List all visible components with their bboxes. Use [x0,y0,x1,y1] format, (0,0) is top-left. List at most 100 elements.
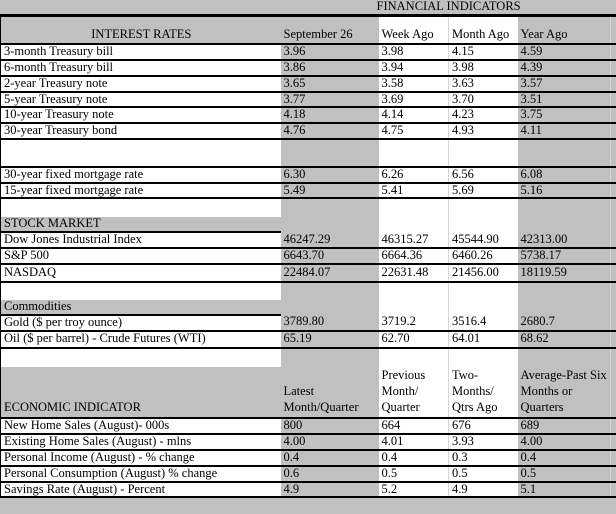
empty-cell [378,198,449,218]
spacer-cell [609,138,616,168]
cell-value: 3516.4 [448,314,518,332]
empty-cell [0,347,281,367]
cell-value: 4.9 [448,481,518,499]
cell-value: 6460.26 [448,247,518,265]
cell-value: 22631.48 [378,263,449,283]
cell-value: 3.51 [517,91,611,109]
empty-cell [517,217,611,232]
cell-value: 4.11 [517,123,611,140]
cell-value: 3.86 [280,60,379,77]
spacer-cell [609,418,616,436]
cell-value: 3.58 [378,75,449,93]
spacer-cell [609,107,616,124]
cell-value: 0.6 [280,465,379,483]
cell-value: 3719.2 [378,314,449,332]
interest-rates-header-row: INTEREST RATES September 26 Week Ago Mon… [0,15,616,46]
cell-value: 68.62 [517,330,611,349]
table-row: S&P 500 6643.70 6664.36 6460.26 5738.17 [0,247,616,265]
cell-value: 6.56 [448,166,518,184]
row-label: Existing Home Sales (August) - mlns [0,434,281,451]
cell-value: 65.19 [280,330,379,349]
column-header-year-ago: Year Ago [517,15,611,46]
cell-value: 0.5 [448,465,518,483]
cell-value: 64.01 [448,330,518,349]
cell-value: 0.5 [378,465,449,483]
cell-value: 62.70 [378,330,449,349]
row-label: 30-year fixed mortgage rate [0,166,281,184]
cell-value: 18119.59 [517,263,611,283]
column-header-average: Average-Past Six Months or Quarters [517,366,611,420]
spacer-cell [609,247,616,265]
row-label: 3-month Treasury bill [0,44,281,61]
cell-value: 46315.27 [378,232,449,249]
table-row: Dow Jones Industrial Index 46247.29 4631… [0,232,616,249]
cell-value: 664 [378,418,449,436]
cell-value: 3.96 [280,44,379,61]
empty-cell [378,347,449,367]
section-label-economic-indicator: ECONOMIC INDICATOR [0,366,281,420]
cell-value: 4.75 [378,123,449,140]
column-header-two-months: Two- Months/ Qtrs Ago [448,366,518,420]
spacer-cell [609,450,616,467]
spacer-cell [609,182,616,200]
spacer-cell [609,347,616,367]
table-row: New Home Sales (August)- 000s 800 664 67… [0,418,616,436]
spacer-cell [609,198,616,218]
cell-value: 800 [280,418,379,436]
empty-cell [280,281,379,300]
row-label: 30-year Treasury bond [0,123,281,140]
cell-value: 3789.80 [280,314,379,332]
cell-value: 4.01 [378,434,449,451]
cell-value: 0.4 [517,450,611,467]
row-label: Personal Income (August) - % change [0,450,281,467]
row-label: 10-year Treasury note [0,107,281,124]
table-row: Oil ($ per barrel) - Crude Futures (WTI)… [0,330,616,349]
empty-cell [280,198,379,218]
cell-value: 21456.00 [448,263,518,283]
table-row: 2-year Treasury note 3.65 3.58 3.63 3.57 [0,75,616,93]
spacer-cell [609,263,616,283]
cell-value: 0.4 [378,450,449,467]
spacer-cell [609,166,616,184]
economic-indicator-header-row: ECONOMIC INDICATOR Latest Month/Quarter … [0,366,616,420]
cell-value: 22484.07 [280,263,379,283]
table-row: 6-month Treasury bill 3.86 3.94 3.98 4.3… [0,60,616,77]
cell-value: 3.69 [378,91,449,109]
row-label: Dow Jones Industrial Index [0,232,281,249]
cell-value: 3.94 [378,60,449,77]
row-label: 6-month Treasury bill [0,60,281,77]
spacer-cell [609,75,616,93]
column-header-month-ago: Month Ago [448,15,518,46]
empty-cell [517,281,611,300]
section-label-interest-rates: INTEREST RATES [0,15,281,46]
cell-value: 5738.17 [517,247,611,265]
spacer-cell [609,60,616,77]
empty-cell [0,138,281,168]
empty-cell [280,347,379,367]
cell-value: 5.2 [378,481,449,499]
row-label: 5-year Treasury note [0,91,281,109]
cell-value: 4.00 [517,434,611,451]
empty-cell [448,217,518,232]
row-label: S&P 500 [0,247,281,265]
spacer-cell [609,15,616,46]
table-row: Savings Rate (August) - Percent 4.9 5.2 … [0,481,616,499]
spacer-cell [609,330,616,349]
empty-cell [448,281,518,300]
cell-value: 4.76 [280,123,379,140]
cell-value: 3.98 [448,60,518,77]
row-label: Personal Consumption (August) % change [0,465,281,483]
cell-value: 46247.29 [280,232,379,249]
table-row: 5-year Treasury note 3.77 3.69 3.70 3.51 [0,91,616,109]
cell-value: 3.63 [448,75,518,93]
cell-value: 42313.00 [517,232,611,249]
table-row: 3-month Treasury bill 3.96 3.98 4.15 4.5… [0,44,616,61]
empty-cell [517,138,611,168]
cell-value: 3.98 [378,44,449,61]
table-row: Gold ($ per troy ounce) 3789.80 3719.2 3… [0,314,616,332]
cell-value: 5.16 [517,182,611,200]
cell-value: 4.18 [280,107,379,124]
cell-value: 5.69 [448,182,518,200]
cell-value: 3.57 [517,75,611,93]
row-label: Savings Rate (August) - Percent [0,481,281,499]
